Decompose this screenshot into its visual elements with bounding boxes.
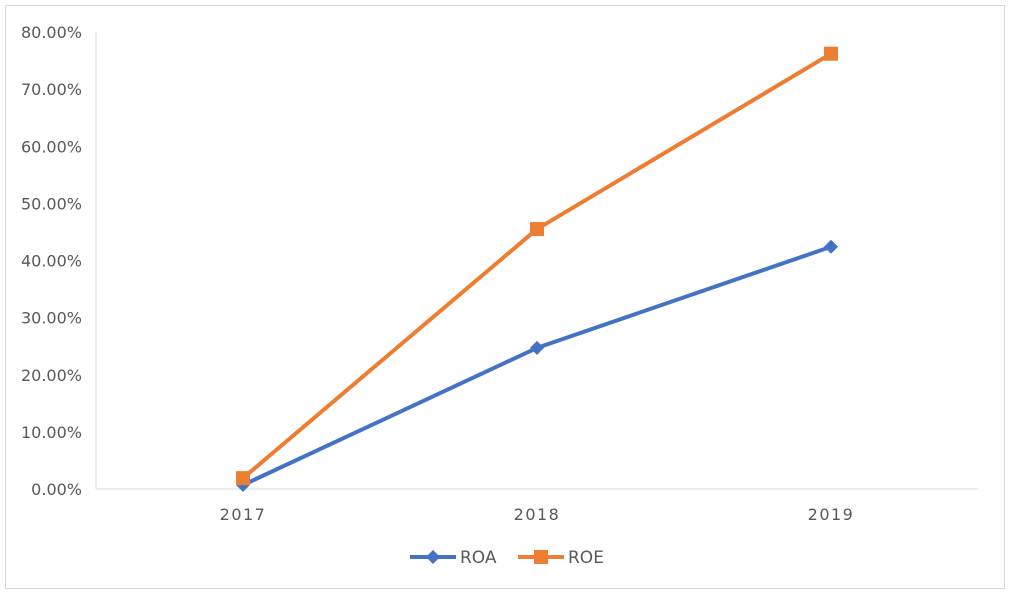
x-tick-label: 2017 — [220, 505, 267, 524]
data-point-roe — [530, 222, 544, 237]
x-tick-label: 2019 — [808, 505, 855, 524]
y-tick-label: 70.00% — [21, 80, 82, 99]
legend-marker-roe — [534, 550, 548, 564]
y-tick-label: 10.00% — [21, 423, 82, 442]
series-line-roa — [242, 244, 832, 487]
series-line-roe — [241, 51, 833, 480]
y-tick-label: 0.00% — [31, 480, 82, 499]
x-tick-label: 2018 — [514, 505, 561, 524]
data-point-roe — [824, 46, 838, 61]
y-tick-label: 80.00% — [21, 23, 82, 42]
data-point-roa — [530, 340, 544, 355]
legend-label-roa: ROA — [460, 548, 497, 568]
y-tick-label: 40.00% — [21, 252, 82, 271]
y-tick-label: 30.00% — [21, 309, 82, 328]
data-point-roe — [236, 471, 250, 486]
data-point-roa — [824, 239, 838, 254]
y-tick-label: 50.00% — [21, 194, 82, 213]
y-tick-label: 20.00% — [21, 366, 82, 385]
chart-border — [5, 5, 1005, 589]
legend-label-roe: ROE — [568, 548, 604, 568]
y-tick-label: 60.00% — [21, 137, 82, 156]
legend-marker-roa — [426, 550, 440, 564]
